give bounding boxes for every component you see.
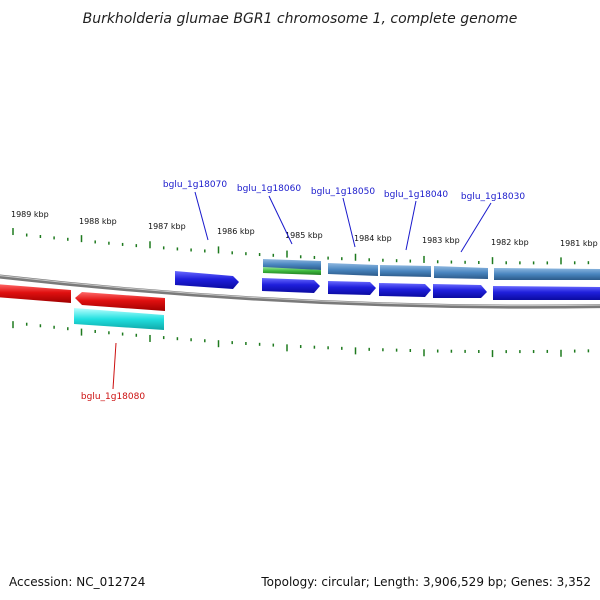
chromosome-backbone-highlight: [0, 275, 600, 307]
gene-arrow-bglu-1g18020[interactable]: [493, 286, 600, 300]
lower-ruler-ticks: [12, 321, 590, 358]
gene-arrow-bglu-1g18050[interactable]: [328, 281, 376, 295]
forward-cds-features: [263, 259, 600, 280]
ruler-label: 1988 kbp: [79, 217, 117, 226]
gene-arrow-bglu-1g18070[interactable]: [175, 271, 239, 289]
ruler-label: 1983 kbp: [422, 236, 460, 245]
topology-text: Topology: circular; Length: 3,906,529 bp…: [260, 575, 591, 589]
cds-feature[interactable]: [380, 265, 431, 277]
ruler-label: 1981 kbp: [560, 239, 598, 248]
leader-line: [460, 202, 492, 253]
rna-feature[interactable]: [263, 267, 321, 275]
gene-label-bglu-1g18030[interactable]: bglu_1g18030: [461, 192, 525, 202]
gene-arrow-bglu-1g18030[interactable]: [433, 284, 487, 298]
leader-line: [405, 200, 417, 251]
cds-feature[interactable]: [494, 268, 600, 280]
ruler-label: 1986 kbp: [217, 227, 255, 236]
reverse-cds-feature[interactable]: [74, 308, 164, 330]
leader-line: [194, 191, 209, 241]
gene-arrow-bglu-1g18060[interactable]: [262, 278, 320, 293]
gene-label-bglu-1g18050[interactable]: bglu_1g18050: [311, 187, 375, 197]
leader-line: [112, 342, 117, 390]
ruler-label: 1987 kbp: [148, 222, 186, 231]
ruler-label: 1985 kbp: [285, 231, 323, 240]
ruler-label: 1982 kbp: [491, 238, 529, 247]
leader-line: [268, 195, 293, 245]
reverse-genes: [0, 284, 165, 311]
gene-label-bglu-1g18080[interactable]: bglu_1g18080: [81, 392, 145, 402]
gene-label-bglu-1g18040[interactable]: bglu_1g18040: [384, 190, 448, 200]
leader-line: [342, 197, 356, 248]
label-leaders: [112, 191, 492, 390]
gene-arrow-bglu-1g18080[interactable]: [75, 292, 165, 311]
forward-genes: [175, 271, 600, 300]
accession-text: Accession: NC_012724: [9, 575, 145, 589]
chromosome-backbone: [0, 274, 600, 309]
ruler-labels: 1989 kbp 1988 kbp 1987 kbp 1986 kbp 1985…: [11, 210, 598, 248]
upper-ruler-ticks: [12, 228, 590, 265]
map-title: Burkholderia glumae BGR1 chromosome 1, c…: [83, 11, 518, 27]
gene-label-bglu-1g18070[interactable]: bglu_1g18070: [163, 180, 227, 190]
ruler-label: 1989 kbp: [11, 210, 49, 219]
gene-arrow-reverse-left[interactable]: [0, 284, 71, 303]
gene-arrow-bglu-1g18040[interactable]: [379, 283, 431, 297]
gene-label-bglu-1g18060[interactable]: bglu_1g18060: [237, 184, 301, 194]
cds-feature[interactable]: [434, 266, 488, 279]
cds-feature[interactable]: [263, 259, 321, 270]
ruler-label: 1984 kbp: [354, 234, 392, 243]
cds-feature[interactable]: [328, 263, 378, 276]
gene-labels: bglu_1g18070 bglu_1g18060 bglu_1g18050 b…: [81, 180, 525, 402]
